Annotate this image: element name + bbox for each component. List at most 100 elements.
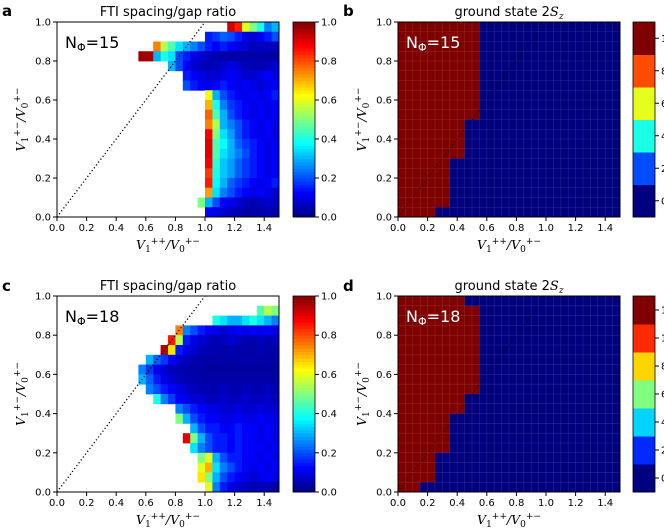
heatmap-cell bbox=[168, 41, 176, 52]
y-tick-label: 0.8 bbox=[376, 331, 392, 342]
colorbar-segment bbox=[293, 178, 315, 182]
heatmap-cell bbox=[212, 31, 221, 42]
axis-label-part: V bbox=[477, 512, 488, 527]
colorbar-segment bbox=[293, 119, 315, 124]
heatmap-cell bbox=[256, 384, 265, 395]
colorbar-segment bbox=[293, 77, 315, 81]
heatmap-cell bbox=[219, 354, 228, 365]
heatmap-cell bbox=[175, 413, 184, 424]
heatmap-cell bbox=[168, 61, 176, 72]
heatmap-cell bbox=[205, 364, 213, 375]
heatmap-cell bbox=[175, 354, 184, 365]
axis-label-part: +− bbox=[354, 396, 364, 411]
heatmap-cell bbox=[168, 354, 176, 365]
chart-title-text: ground state 2 bbox=[454, 279, 549, 294]
heatmap-cell bbox=[160, 364, 169, 375]
heatmap-cell bbox=[212, 482, 221, 493]
heatmap-cell bbox=[227, 433, 235, 444]
heatmap-cell bbox=[205, 207, 213, 218]
colorbar-segment bbox=[633, 119, 655, 153]
heatmap-cell bbox=[219, 31, 228, 42]
heatmap-cell bbox=[197, 433, 206, 444]
heatmap-cell bbox=[219, 119, 228, 130]
heatmap-cell bbox=[271, 374, 280, 385]
colorbar-segment bbox=[293, 204, 315, 208]
y-tick-label: 0.6 bbox=[35, 96, 51, 107]
heatmap-cell bbox=[227, 178, 235, 189]
y-tick-label: 0.8 bbox=[35, 57, 51, 68]
colorbar-segment bbox=[293, 194, 315, 198]
heatmap-cell bbox=[212, 433, 221, 444]
heatmap-cell bbox=[234, 315, 243, 326]
heatmap-cell bbox=[219, 394, 228, 405]
heatmap-cell bbox=[227, 100, 235, 111]
heatmap-cell bbox=[264, 207, 272, 218]
heatmap-cell bbox=[264, 178, 272, 189]
heatmap-cell bbox=[212, 345, 221, 356]
heatmap-cell bbox=[175, 41, 184, 52]
heatmap-cell bbox=[168, 394, 176, 405]
heatmap-cell bbox=[264, 423, 272, 434]
heatmap-cell bbox=[234, 197, 243, 208]
heatmap-cell bbox=[197, 462, 206, 473]
colorbar-segment bbox=[293, 459, 315, 464]
axis-label-part: 1 bbox=[486, 245, 492, 255]
heatmap-cell bbox=[227, 139, 235, 150]
heatmap-cell bbox=[256, 158, 265, 169]
heatmap-cell bbox=[227, 325, 235, 336]
heatmap-cell bbox=[256, 452, 265, 463]
colorbar-segment bbox=[293, 210, 315, 215]
diagonal-line bbox=[397, 295, 547, 493]
panel-b: b ground state 2Sz 0.0 0.2 0.4 0.6 0.8 1.0 1.2 1.… bbox=[343, 2, 664, 255]
heatmap-cell bbox=[205, 51, 213, 62]
colorbar-segment bbox=[293, 322, 315, 326]
heatmap-cell bbox=[249, 433, 258, 444]
heatmap-cell bbox=[197, 423, 206, 434]
heatmap-cell bbox=[205, 31, 213, 42]
heatmap-cell bbox=[234, 129, 243, 140]
heatmap-cell bbox=[190, 403, 198, 414]
heatmap-cell bbox=[256, 197, 265, 208]
heatmap-cell bbox=[219, 207, 228, 218]
heatmap-cell bbox=[212, 354, 221, 365]
heatmap-cell bbox=[271, 413, 280, 424]
heatmap-cell bbox=[242, 90, 250, 101]
y-tick-label: 0.6 bbox=[376, 370, 392, 381]
heatmap-cell bbox=[234, 51, 243, 62]
heatmap-cell bbox=[264, 70, 272, 81]
heatmap-cell bbox=[227, 403, 235, 414]
diagonal-line bbox=[56, 21, 206, 218]
chart-title-text: z bbox=[558, 12, 564, 22]
heatmap-cell bbox=[219, 80, 228, 91]
colorbar-segment bbox=[293, 331, 315, 336]
colorbar-segment bbox=[293, 171, 315, 176]
heatmap-cell bbox=[242, 472, 250, 483]
heatmap-cell bbox=[242, 41, 250, 52]
colorbar-segment bbox=[293, 139, 315, 143]
heatmap-cell bbox=[242, 187, 250, 198]
colorbar-tick-label: 0.8 bbox=[321, 331, 337, 342]
heatmap-cell bbox=[234, 80, 243, 91]
heatmap-cell bbox=[227, 394, 235, 405]
heatmap-cell bbox=[256, 61, 265, 72]
axis-label-part: 1 bbox=[21, 137, 31, 143]
heatmap-cell bbox=[160, 345, 169, 356]
colorbar-segment bbox=[293, 152, 315, 156]
heatmap-cell bbox=[249, 90, 258, 101]
x-tick-label: 1.2 bbox=[568, 498, 584, 509]
colorbar-segment bbox=[633, 352, 655, 381]
x-axis-label: V1++/V0+− bbox=[136, 512, 200, 529]
colorbar-segment bbox=[293, 184, 315, 189]
colorbar-segment bbox=[293, 433, 315, 437]
heatmap-cell bbox=[271, 325, 280, 336]
heatmap-cell bbox=[153, 384, 161, 395]
heatmap-cell bbox=[205, 354, 213, 365]
heatmap-cell bbox=[219, 472, 228, 483]
heatmap-cell bbox=[219, 90, 228, 101]
heatmap-cell bbox=[182, 364, 191, 375]
heatmap-cell bbox=[212, 462, 221, 473]
heatmap-cell bbox=[256, 472, 265, 483]
heatmap-cell bbox=[205, 394, 213, 405]
heatmap-cell bbox=[175, 394, 184, 405]
panel-d: d ground state 2Sz 0.0 0.2 0.4 0.6 0.8 1.0 1.2 1.… bbox=[343, 277, 664, 529]
